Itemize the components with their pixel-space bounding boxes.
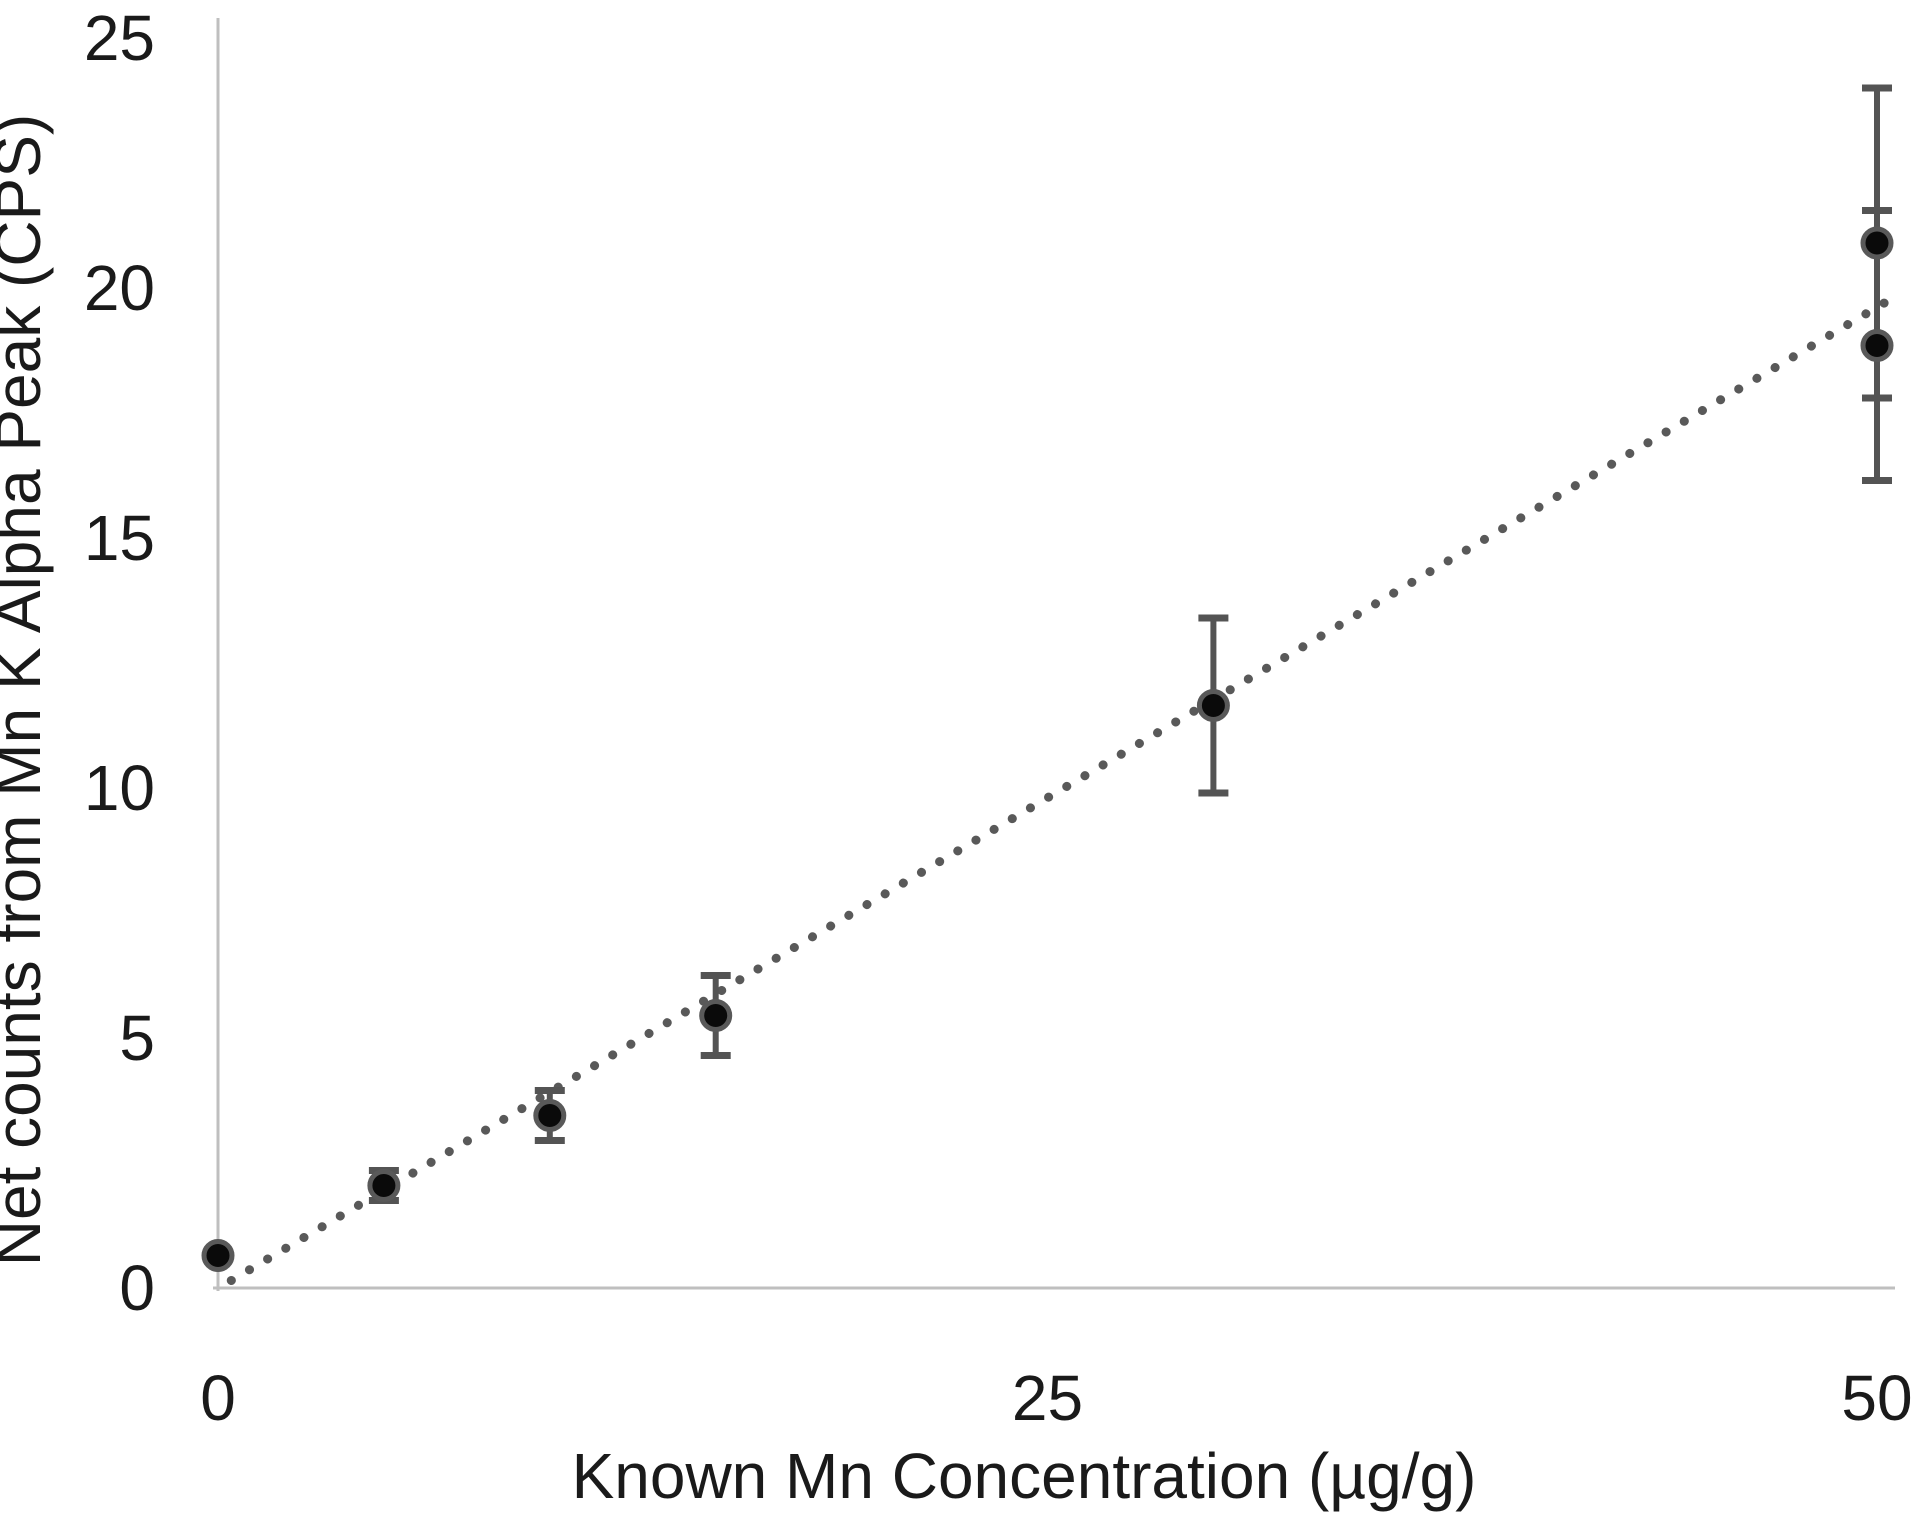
x-tick-label: 50 [1841,1362,1912,1434]
data-point-marker [201,1239,235,1272]
data-points [201,226,1894,1272]
data-point-marker [1860,226,1894,260]
data-point-marker [1860,329,1894,362]
trendline-dotted [226,291,1902,1285]
y-tick-label: 10 [84,752,155,824]
y-tick-label: 25 [84,2,155,74]
y-axis-title: Net counts from Mn K Alpha Peak (CPS) [0,114,54,1266]
y-tick-label: 5 [119,1002,155,1074]
data-point-marker [699,999,733,1032]
y-tick-label: 0 [119,1252,155,1324]
x-tick-label: 0 [200,1362,236,1434]
data-point-marker [1196,689,1230,722]
tick-labels: 0 5 10 15 20 25 0 25 50 [84,2,1913,1434]
x-axis-title: Known Mn Concentration (µg/g) [572,1440,1477,1512]
data-point-marker [533,1099,567,1132]
y-tick-label: 15 [84,502,155,574]
x-tick-label: 25 [1012,1362,1083,1434]
trendline [226,291,1902,1285]
axes [213,18,1895,1291]
error-bars [368,84,1892,1204]
y-tick-label: 20 [84,252,155,324]
data-point-marker [367,1169,401,1202]
